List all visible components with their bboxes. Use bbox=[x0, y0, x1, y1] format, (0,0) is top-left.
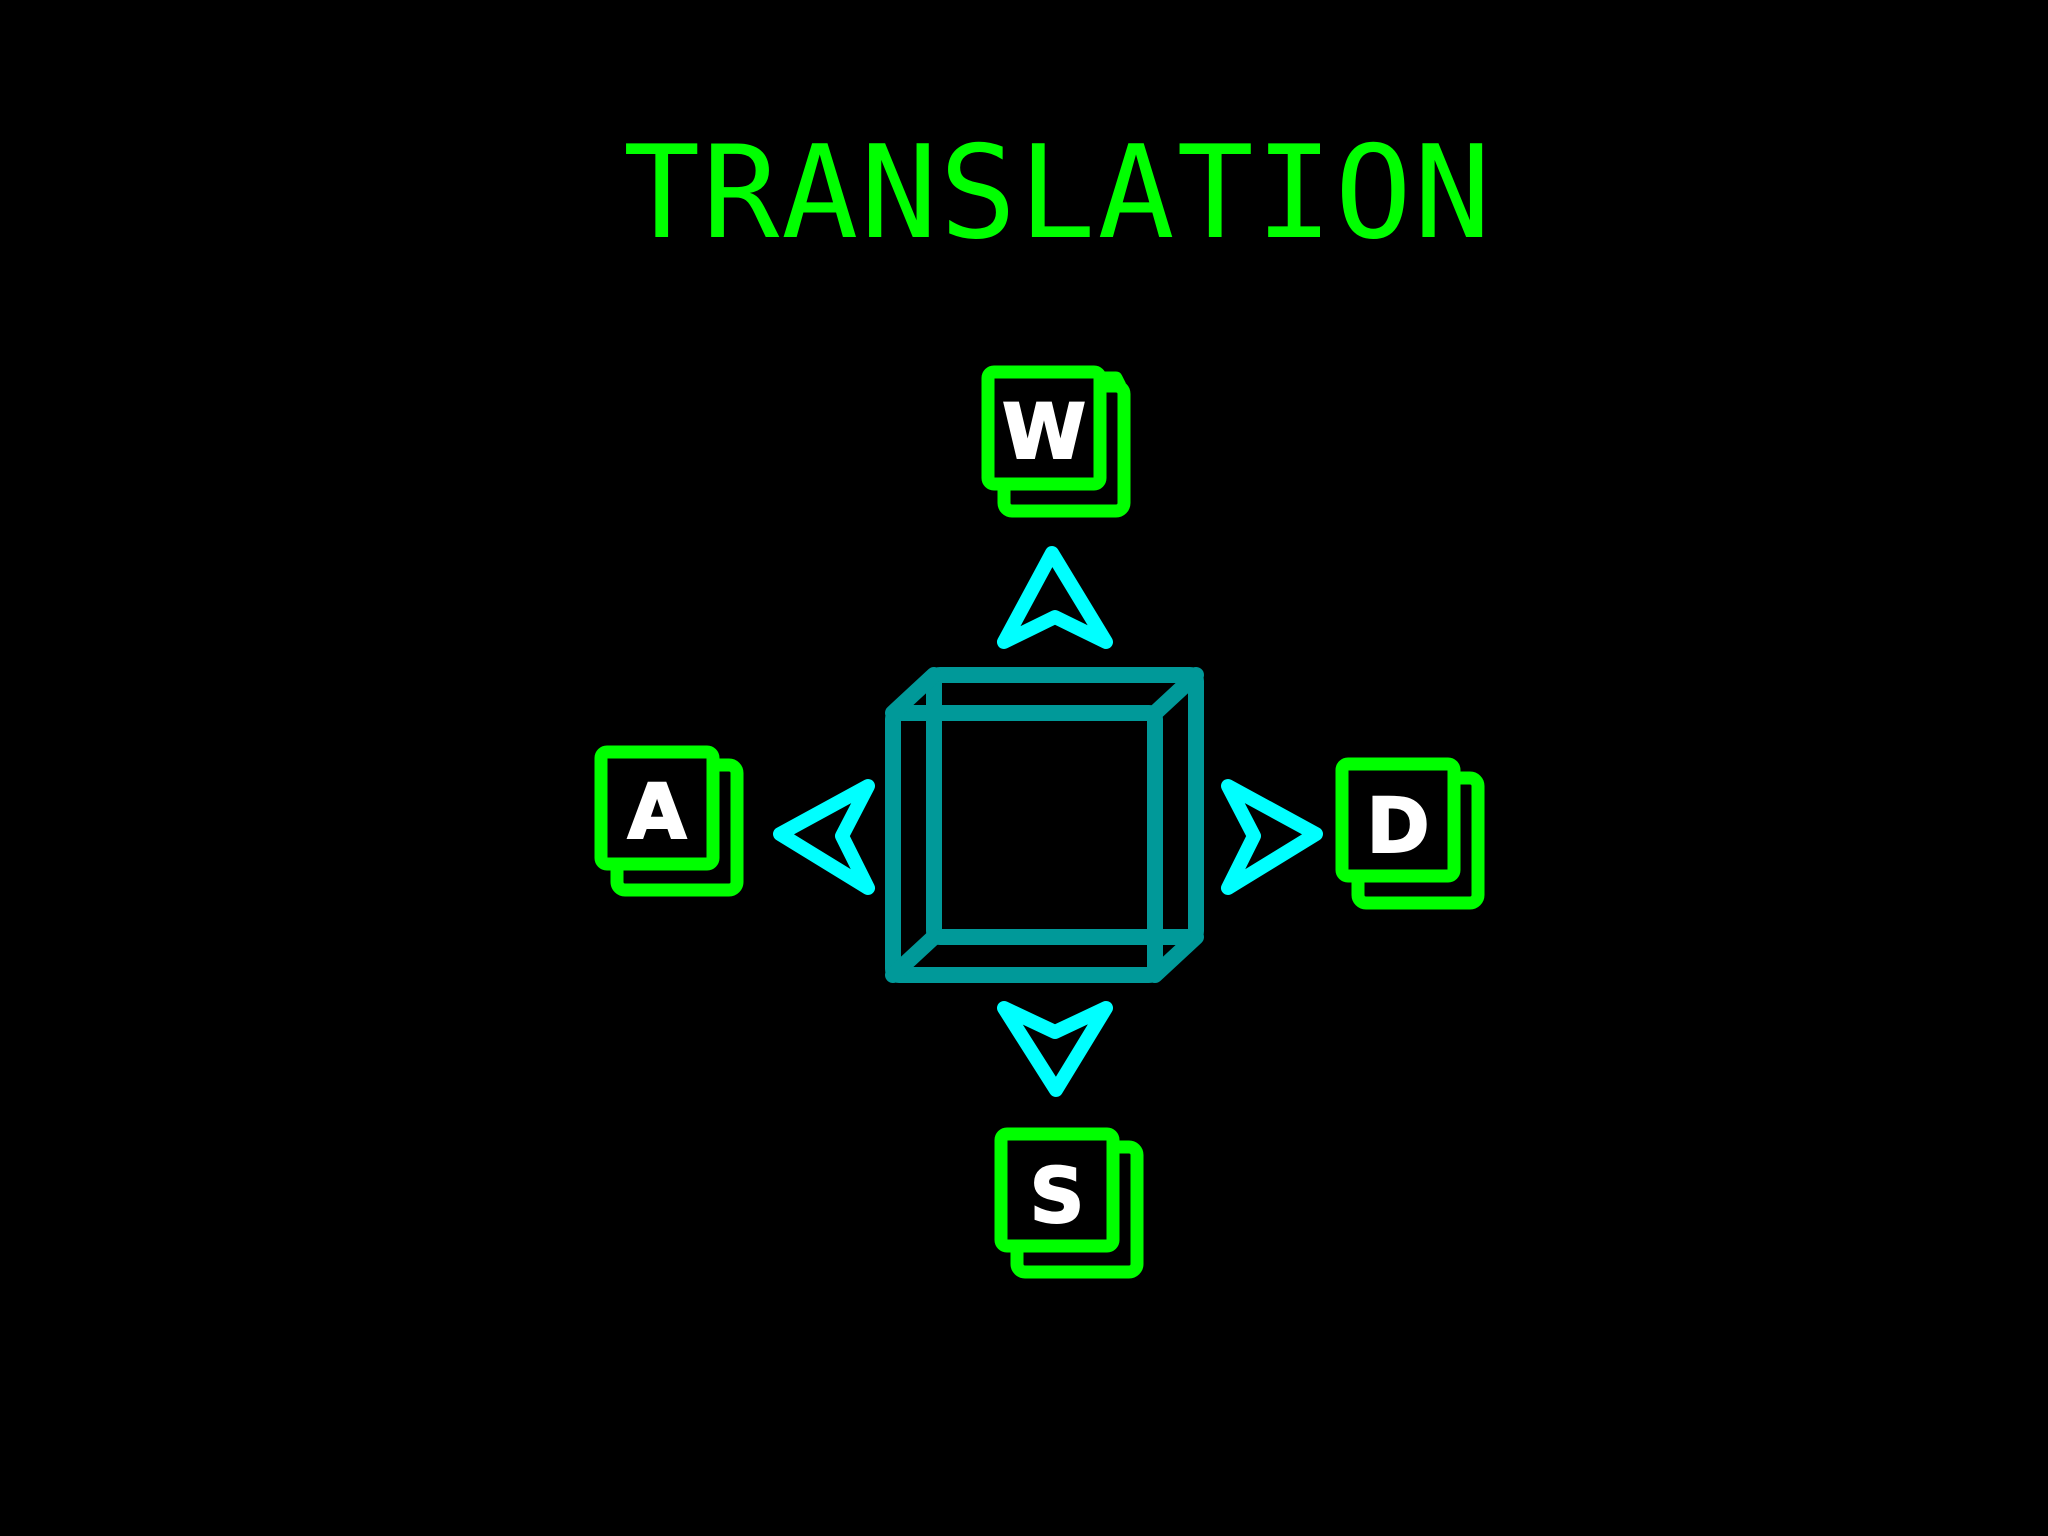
key-s: S bbox=[994, 1127, 1144, 1279]
key-d-label: D bbox=[1366, 781, 1429, 870]
key-w: W bbox=[981, 365, 1131, 518]
key-s-label: S bbox=[1030, 1151, 1085, 1240]
wireframe-cube-icon bbox=[885, 667, 1204, 983]
key-w-label: W bbox=[1002, 387, 1086, 476]
key-d: D bbox=[1335, 757, 1485, 910]
arrow-left-icon bbox=[773, 779, 875, 895]
key-a-label: A bbox=[628, 767, 687, 856]
arrow-right-icon bbox=[1221, 779, 1323, 895]
key-a: A bbox=[594, 745, 744, 897]
arrow-up-icon bbox=[997, 546, 1113, 649]
arrow-down-icon bbox=[997, 1001, 1113, 1097]
page-title: TRANSLATION bbox=[623, 119, 1493, 268]
